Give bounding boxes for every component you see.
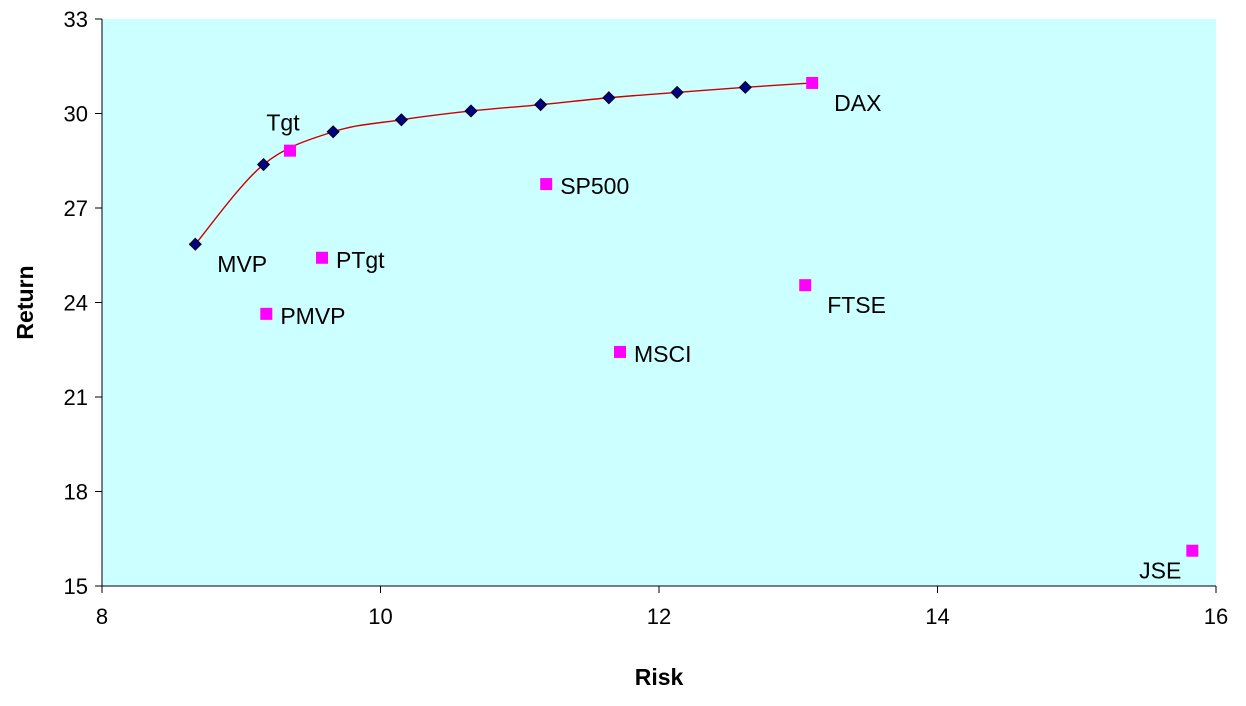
point-label-dax: DAX xyxy=(834,90,881,116)
y-tick-label: 18 xyxy=(64,480,88,505)
y-tick-label: 30 xyxy=(64,102,88,127)
point-label-ptgt: PTgt xyxy=(336,247,385,273)
asset-point xyxy=(1186,544,1199,557)
axes: 15 18 21 24 27 30 33 8 10 12 14 16 xyxy=(64,7,1229,629)
asset-point xyxy=(540,178,553,191)
y-tick-label: 15 xyxy=(64,574,88,599)
point-label-msci: MSCI xyxy=(634,341,692,367)
frontier-point xyxy=(670,85,684,99)
frontier-point xyxy=(394,113,408,127)
point-label-mvp: MVP xyxy=(217,251,267,277)
point-label-jse: JSE xyxy=(1139,558,1181,584)
frontier-point xyxy=(534,98,548,112)
x-axis-title: Risk xyxy=(635,664,684,690)
asset-point xyxy=(799,279,812,292)
y-tick-label: 33 xyxy=(64,7,88,32)
x-tick-label: 12 xyxy=(647,604,671,629)
asset-point xyxy=(283,144,296,157)
point-label-pmvp: PMVP xyxy=(280,303,345,329)
frontier-point xyxy=(326,125,340,139)
point-labels: Tgt PMVP PTgt SP500 MSCI FTSE DAX JSE MVP xyxy=(217,90,1181,584)
frontier-point xyxy=(602,91,616,105)
frontier-point xyxy=(738,80,752,94)
y-tick-label: 21 xyxy=(64,385,88,410)
y-tick-label: 27 xyxy=(64,196,88,221)
point-label-tgt: Tgt xyxy=(266,110,300,136)
x-tick-label: 16 xyxy=(1204,604,1228,629)
x-tick-label: 8 xyxy=(96,604,108,629)
frontier-point xyxy=(188,237,202,251)
asset-point xyxy=(260,307,273,320)
plot-area xyxy=(102,19,1216,586)
x-tick-label: 10 xyxy=(368,604,392,629)
x-tick-label: 14 xyxy=(925,604,949,629)
y-axis-title: Return xyxy=(12,265,38,339)
asset-series xyxy=(260,76,1199,557)
frontier-point xyxy=(256,157,271,172)
frontier-series xyxy=(188,80,813,251)
point-label-ftse: FTSE xyxy=(827,292,886,318)
frontier-point xyxy=(464,104,478,118)
y-tick-label: 24 xyxy=(64,291,88,316)
asset-point xyxy=(316,251,329,264)
asset-point xyxy=(614,345,627,358)
asset-point xyxy=(806,76,819,89)
point-label-sp500: SP500 xyxy=(560,173,629,199)
